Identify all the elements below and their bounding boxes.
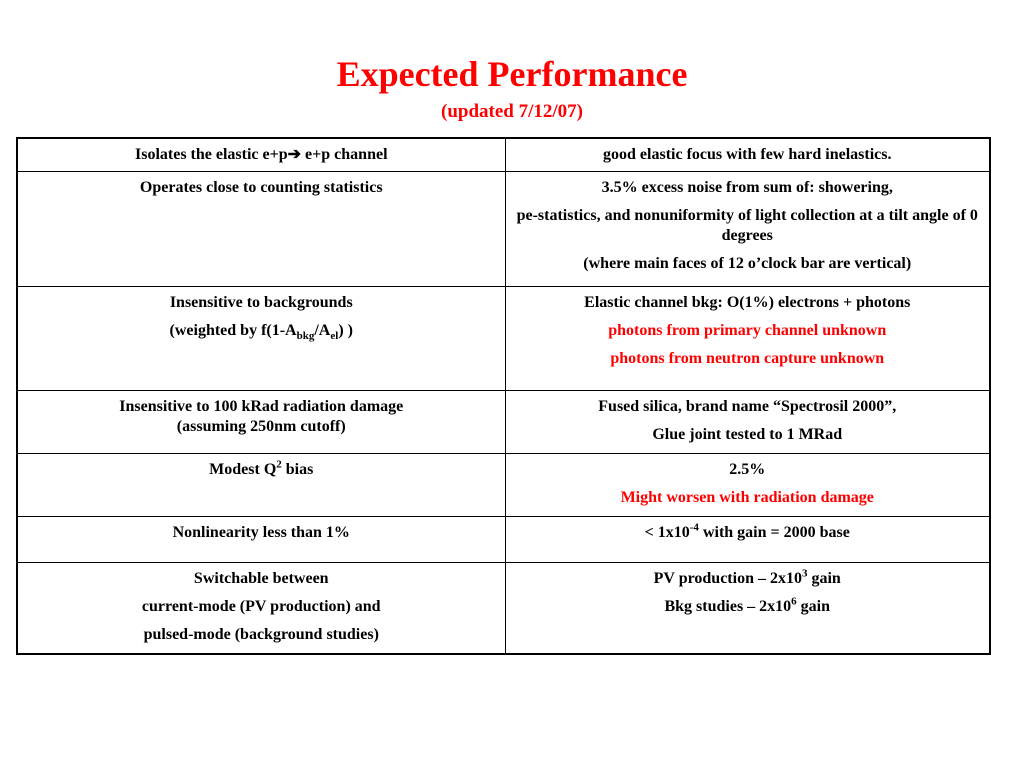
requirement-cell: Switchable between current-mode (PV prod… — [16, 561, 506, 655]
performance-cell: 3.5% excess noise from sum of: showering… — [504, 170, 991, 287]
performance-cell: Fused silica, brand name “Spectrosil 200… — [504, 389, 991, 454]
performance-cell: 2.5% Might worsen with radiation damage — [504, 452, 991, 517]
slide-subtitle: (updated 7/12/07) — [441, 101, 583, 122]
table-row: Operates close to counting statistics 3.… — [16, 170, 991, 287]
right-arrow-icon: ➔ — [287, 146, 302, 163]
slide-title: Expected Performance — [336, 54, 688, 94]
performance-cell: PV production – 2x103 gain Bkg studies –… — [504, 561, 991, 655]
requirement-cell: Insensitive to backgrounds (weighted by … — [16, 285, 506, 391]
performance-cell: < 1x10-4 with gain = 2000 base — [504, 515, 991, 563]
table-row: Switchable between current-mode (PV prod… — [16, 561, 991, 655]
performance-cell: good elastic focus with few hard inelast… — [504, 137, 991, 172]
performance-cell: Elastic channel bkg: O(1%) electrons + p… — [504, 285, 991, 391]
requirement-cell: Nonlinearity less than 1% — [16, 515, 506, 563]
performance-table: Isolates the elastic e+p➔ e+p channel go… — [16, 137, 991, 655]
table-row: Insensitive to backgrounds (weighted by … — [16, 285, 991, 391]
requirement-cell: Insensitive to 100 kRad radiation damage… — [16, 389, 506, 454]
table-row: Insensitive to 100 kRad radiation damage… — [16, 389, 991, 454]
requirement-cell: Operates close to counting statistics — [16, 170, 506, 287]
table-row: Isolates the elastic e+p➔ e+p channel go… — [16, 137, 991, 172]
table-row: Nonlinearity less than 1% < 1x10-4 with … — [16, 515, 991, 563]
table-row: Modest Q2 bias 2.5% Might worsen with ra… — [16, 452, 991, 517]
requirement-cell: Modest Q2 bias — [16, 452, 506, 517]
requirement-cell: Isolates the elastic e+p➔ e+p channel — [16, 137, 506, 172]
